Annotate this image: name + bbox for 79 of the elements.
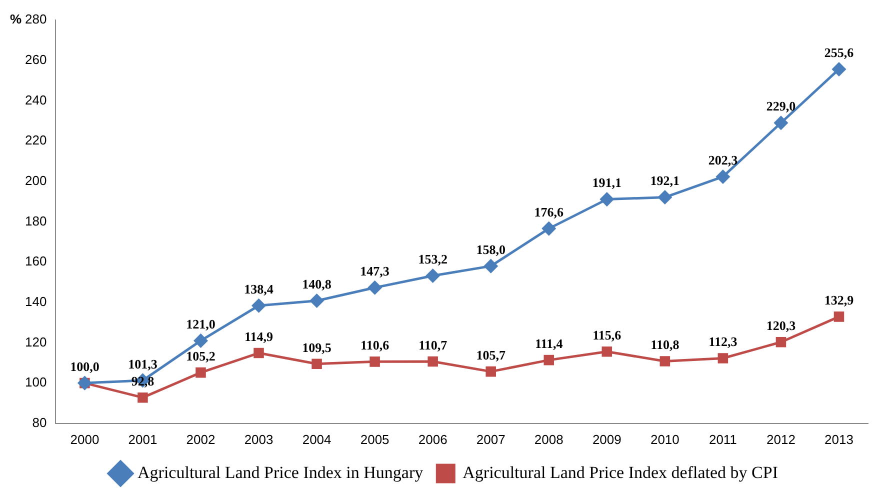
point <box>658 190 672 204</box>
y-tick-label: 280 <box>24 12 47 27</box>
point <box>834 312 844 322</box>
data-label: 140,8 <box>302 276 332 292</box>
data-label: 110,7 <box>418 337 448 352</box>
data-label: 121,0 <box>186 316 216 332</box>
data-label: 105,2 <box>186 348 216 364</box>
point <box>194 334 208 348</box>
legend-label: Agricultural Land Price Index deflated by CPI <box>462 462 778 482</box>
x-tick-label: 2006 <box>418 432 448 447</box>
data-label: 105,7 <box>476 347 506 362</box>
x-tick-label: 2007 <box>476 432 506 447</box>
data-label: 100,0 <box>70 358 100 374</box>
x-tick-label: 2012 <box>766 432 796 447</box>
data-label: 255,6 <box>824 45 854 60</box>
x-tick-label: 2008 <box>534 432 564 447</box>
data-label: 101,3 <box>128 356 158 372</box>
x-tick-label: 2013 <box>824 432 854 447</box>
data-label: 138,4 <box>244 281 274 296</box>
data-label: 153,2 <box>418 252 448 267</box>
point <box>138 392 148 403</box>
point <box>426 269 440 283</box>
data-label: 112,3 <box>708 334 738 350</box>
point <box>542 222 556 236</box>
x-tick-label: 2011 <box>708 432 737 447</box>
x-tick-label: 2003 <box>244 432 274 447</box>
data-label: 202,3 <box>708 152 738 168</box>
x-tick-label: 2009 <box>592 432 622 447</box>
x-tick-label: 2001 <box>128 432 158 447</box>
point <box>370 356 380 367</box>
y-tick-label: 260 <box>24 52 47 67</box>
y-tick-label: 200 <box>24 172 47 188</box>
point <box>486 366 496 377</box>
point <box>196 367 206 378</box>
data-label: 110,6 <box>360 338 390 353</box>
point <box>774 116 788 130</box>
data-label: 109,5 <box>302 340 332 355</box>
point <box>602 346 612 357</box>
data-label: 110,8 <box>650 337 680 352</box>
data-label: 191,1 <box>592 175 622 190</box>
point <box>544 354 554 366</box>
y-tick-label: 160 <box>24 254 47 269</box>
point <box>600 192 614 206</box>
point <box>832 62 846 76</box>
y-tick-label: 240 <box>24 92 47 108</box>
data-label: 229,0 <box>766 98 796 114</box>
point <box>776 336 786 348</box>
point <box>716 170 730 184</box>
point <box>660 356 670 366</box>
x-tick-label: 2000 <box>70 432 100 447</box>
y-tick-label: 140 <box>24 294 47 309</box>
data-label: 115,6 <box>592 327 622 342</box>
x-tick-label: 2002 <box>186 432 216 447</box>
point <box>252 298 266 312</box>
data-label: 132,9 <box>824 292 854 308</box>
data-label: 120,3 <box>766 318 796 333</box>
data-label: 114,9 <box>244 328 274 344</box>
y-tick-label: 180 <box>24 213 47 228</box>
y-axis-title: % <box>10 12 22 27</box>
y-tick-label: 120 <box>24 334 47 350</box>
y-tick-label: 220 <box>24 132 47 148</box>
data-label: 176,6 <box>534 204 564 220</box>
point <box>312 358 322 370</box>
y-tick-label: 80 <box>32 414 47 430</box>
x-tick-label: 2004 <box>302 432 332 447</box>
data-label: 158,0 <box>476 242 506 257</box>
point <box>428 356 438 367</box>
data-label: 147,3 <box>360 264 390 279</box>
y-tick-label: 100 <box>24 374 47 390</box>
data-label: 192,1 <box>650 173 680 188</box>
point <box>368 280 382 294</box>
x-tick-label: 2010 <box>650 432 680 447</box>
point <box>484 259 498 273</box>
point <box>254 348 264 358</box>
data-label: 111,4 <box>534 336 564 351</box>
legend-label: Agricultural Land Price Index in Hungary <box>138 462 424 482</box>
point <box>718 353 728 364</box>
point <box>310 294 324 308</box>
x-tick-label: 2005 <box>360 432 390 447</box>
